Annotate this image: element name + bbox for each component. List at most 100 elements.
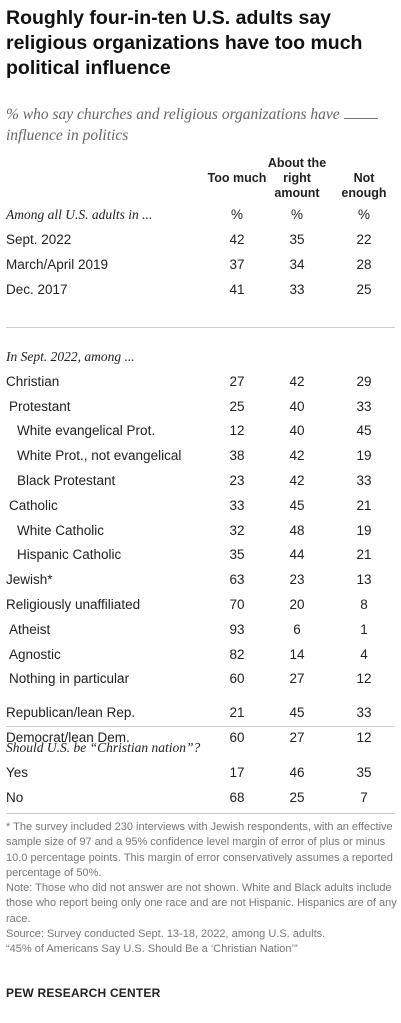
value-about-right: 42 xyxy=(289,448,305,463)
row-label: March/April 2019 xyxy=(6,257,109,272)
value-not-enough: 4 xyxy=(360,647,368,662)
section-label-row: Should U.S. be “Christian nation”? xyxy=(0,735,401,760)
column-header-too-much: Too much xyxy=(207,171,267,185)
row-label: Black Protestant xyxy=(17,473,116,488)
value-about-right: 27 xyxy=(289,671,305,686)
value-about-right: 20 xyxy=(289,597,305,612)
table-row: Catholic 33 45 21 xyxy=(0,493,401,518)
value-about-right: 44 xyxy=(289,547,305,562)
table-row: Yes 17 46 35 xyxy=(0,760,401,785)
value-not-enough: 21 xyxy=(356,498,372,513)
value-not-enough: 21 xyxy=(356,547,372,562)
section-label: In Sept. 2022, among ... xyxy=(6,349,135,364)
table-row: White Catholic 32 48 19 xyxy=(0,518,401,543)
value-about-right: 25 xyxy=(289,790,305,805)
row-label: White evangelical Prot. xyxy=(17,423,156,438)
value-too-much: 32 xyxy=(229,523,245,538)
unit-cell: % xyxy=(357,207,370,222)
table-row: Black Protestant 23 42 33 xyxy=(0,468,401,493)
row-label: Catholic xyxy=(9,498,58,513)
row-label: Protestant xyxy=(9,399,71,414)
value-too-much: 25 xyxy=(229,399,245,414)
row-label: Hispanic Catholic xyxy=(17,547,122,562)
table-row: No 68 25 7 xyxy=(0,785,401,810)
value-too-much: 41 xyxy=(229,282,245,297)
footnotes: * The survey included 230 interviews wit… xyxy=(6,820,398,958)
subtitle-lead: % who say churches and religious organiz… xyxy=(6,106,340,123)
footnote-source: Source: Survey conducted Sept. 13-18, 20… xyxy=(6,928,326,941)
column-header-not-enough: Not enough xyxy=(341,171,387,200)
value-not-enough: 33 xyxy=(356,705,372,720)
row-label: Jewish* xyxy=(6,572,53,587)
value-not-enough: 8 xyxy=(360,597,368,612)
value-too-much: 42 xyxy=(229,232,245,247)
value-about-right: 45 xyxy=(289,498,305,513)
row-label: Atheist xyxy=(9,622,51,637)
table-row: Republican/lean Rep. 21 45 33 xyxy=(0,700,401,725)
brand-logo-text: PEW RESEARCH CENTER xyxy=(6,986,161,1000)
value-not-enough: 29 xyxy=(356,374,372,389)
value-about-right: 6 xyxy=(293,622,301,637)
section-label: Among all U.S. adults in ... xyxy=(6,207,153,222)
row-label: White Catholic xyxy=(17,523,105,538)
value-about-right: 45 xyxy=(289,705,305,720)
table-row: Democrat/lean Dem. 60 27 12 xyxy=(0,725,401,750)
table-row: Christian 27 42 29 xyxy=(0,369,401,394)
value-too-much: 70 xyxy=(229,597,245,612)
value-not-enough: 19 xyxy=(356,448,372,463)
value-about-right: 33 xyxy=(289,282,305,297)
value-too-much: 37 xyxy=(229,257,245,272)
row-label: Dec. 2017 xyxy=(6,282,68,297)
table-row: Religiously unaffiliated 70 20 8 xyxy=(0,592,401,617)
footnote-note: Note: Those who did not answer are not s… xyxy=(6,882,397,925)
value-about-right: 34 xyxy=(289,257,305,272)
chart-subtitle: % who say churches and religious organiz… xyxy=(6,104,396,146)
value-about-right: 14 xyxy=(289,647,305,662)
value-too-much: 21 xyxy=(229,705,245,720)
value-not-enough: 33 xyxy=(356,473,372,488)
row-label: Sept. 2022 xyxy=(6,232,72,247)
value-about-right: 27 xyxy=(289,730,305,745)
value-about-right: 42 xyxy=(289,473,305,488)
value-too-much: 63 xyxy=(229,572,245,587)
table-row: Nothing in particular 60 27 12 xyxy=(0,666,401,691)
divider xyxy=(6,726,395,727)
row-label: No xyxy=(6,790,24,805)
section-label-row: Among all U.S. adults in ...%%% xyxy=(0,202,401,227)
value-too-much: 35 xyxy=(229,547,245,562)
value-about-right: 40 xyxy=(289,423,305,438)
value-not-enough: 13 xyxy=(356,572,372,587)
value-not-enough: 1 xyxy=(360,622,368,637)
value-not-enough: 35 xyxy=(356,765,372,780)
value-not-enough: 45 xyxy=(356,423,372,438)
value-not-enough: 25 xyxy=(356,282,372,297)
row-label: Religiously unaffiliated xyxy=(6,597,141,612)
value-not-enough: 22 xyxy=(356,232,372,247)
row-label: Christian xyxy=(6,374,60,389)
value-too-much: 68 xyxy=(229,790,245,805)
row-label: Democrat/lean Dem. xyxy=(6,730,130,745)
value-about-right: 23 xyxy=(289,572,305,587)
value-not-enough: 12 xyxy=(356,730,372,745)
value-about-right: 40 xyxy=(289,399,305,414)
subtitle-tail: influence in politics xyxy=(6,127,129,144)
value-about-right: 35 xyxy=(289,232,305,247)
footnote-report: “45% of Americans Say U.S. Should Be a ‘… xyxy=(6,943,298,956)
table-row: March/April 2019 37 34 28 xyxy=(0,252,401,277)
value-about-right: 46 xyxy=(289,765,305,780)
row-label: White Prot., not evangelical xyxy=(17,448,182,463)
chart-title: Roughly four-in-ten U.S. adults say reli… xyxy=(6,7,363,79)
value-too-much: 33 xyxy=(229,498,245,513)
value-not-enough: 33 xyxy=(356,399,372,414)
value-too-much: 27 xyxy=(229,374,245,389)
row-label: Agnostic xyxy=(9,647,61,662)
table-row: White evangelical Prot. 12 40 45 xyxy=(0,418,401,443)
row-label: Republican/lean Rep. xyxy=(6,705,136,720)
row-label: Yes xyxy=(6,765,29,780)
value-too-much: 60 xyxy=(229,671,245,686)
unit-cell: % xyxy=(290,207,303,222)
table-row: Jewish* 63 23 13 xyxy=(0,567,401,592)
value-too-much: 60 xyxy=(229,730,245,745)
value-about-right: 42 xyxy=(289,374,305,389)
value-not-enough: 7 xyxy=(360,790,368,805)
